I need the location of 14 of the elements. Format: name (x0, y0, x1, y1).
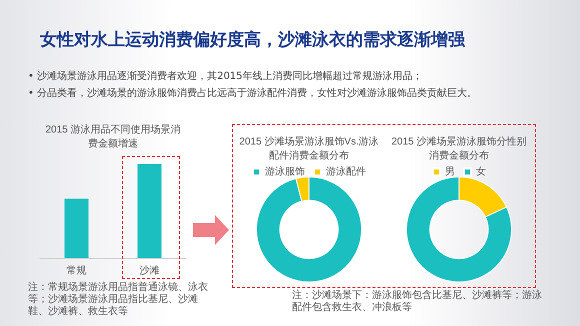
chart-title: 2015 沙滩场景游泳服饰Vs.游泳配件消费金额分布 (239, 136, 379, 162)
text: 注：常规场景游泳用品指普通泳镜、泳衣等；沙滩场景游泳用品指比基尼、沙滩鞋、沙滩裤、救生衣等 (28, 282, 209, 318)
text: 女性对水上运动消费偏好度高，沙滩泳衣的需求逐渐增强 (40, 29, 465, 51)
text: 注：沙滩场景下：游泳服饰包含比基尼、沙滩裤等；游泳配件包含救生衣、冲浪板等 (292, 290, 542, 314)
legend-label: 游泳服饰 (265, 166, 305, 178)
text: • 分品类看，沙滩场景的游泳服饰消费占比远高于游泳配件消费，女性对沙滩游泳服饰品类贡献巨大。 (28, 86, 478, 101)
chart-title: 2015 游泳用品不同使用场景消费金额增速 (45, 124, 181, 150)
legend-label: 游泳配件 (326, 166, 366, 178)
x-tick-label: 沙滩 (140, 264, 160, 276)
x-tick-label: 常规 (66, 264, 86, 276)
chart-title: 2015 沙滩场景游泳服饰分性别消费金额分布 (391, 136, 527, 162)
text: • 沙滩场景游泳用品逐渐受消费者欢迎，其2015年线上消费同比增幅超过常规游泳用品； (28, 70, 424, 84)
legend-label: 男 (445, 166, 455, 178)
legend-label: 女 (476, 166, 486, 178)
